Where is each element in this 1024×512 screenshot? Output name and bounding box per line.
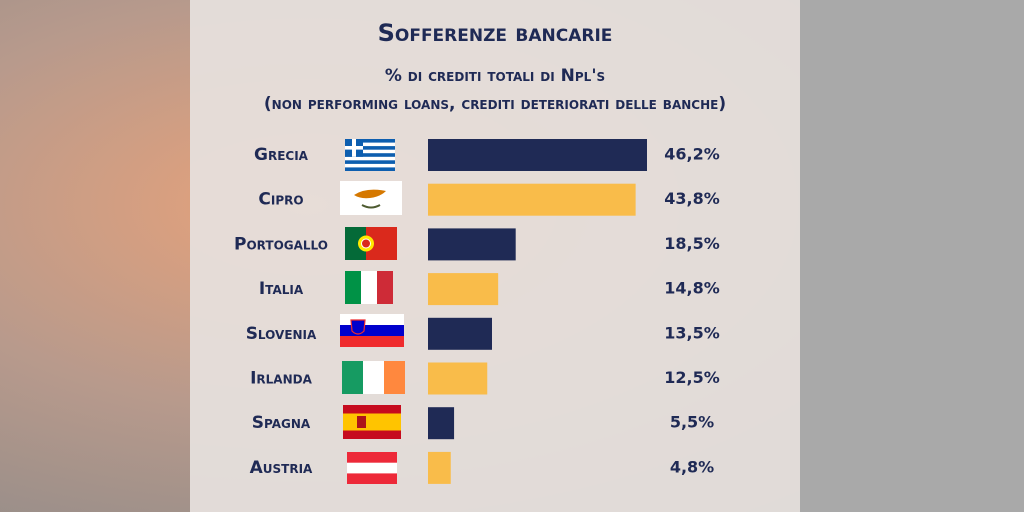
category-label: Cipro — [258, 190, 303, 210]
background-right — [800, 0, 1024, 512]
value-label: 12,5% — [664, 368, 720, 387]
flag-slovenia — [340, 314, 404, 347]
subtitle: (non performing loans, crediti deteriora… — [264, 94, 726, 114]
bar — [428, 183, 636, 216]
value-label: 13,5% — [664, 323, 720, 342]
category-label: Italia — [259, 279, 304, 299]
flag-portugal — [345, 227, 397, 260]
flag-cyprus — [340, 181, 402, 215]
flag-austria — [347, 452, 397, 484]
bar — [428, 273, 499, 306]
bar — [428, 362, 488, 395]
bar — [428, 317, 492, 350]
flag-ireland — [342, 361, 405, 394]
value-label: 14,8% — [664, 279, 720, 298]
category-label: Spagna — [252, 413, 311, 433]
bar — [428, 228, 516, 261]
flag-spain — [343, 405, 401, 439]
value-label: 46,2% — [664, 145, 720, 164]
category-label: Irlanda — [250, 369, 313, 389]
bar — [428, 451, 451, 484]
category-label: Portogallo — [234, 234, 328, 254]
subtitle: % di crediti totali di Npl's — [385, 66, 605, 86]
bar — [428, 139, 647, 171]
flag-greece — [345, 139, 395, 171]
value-label: 43,8% — [664, 189, 720, 208]
flag-italy — [345, 271, 393, 304]
category-label: Slovenia — [246, 324, 317, 344]
value-label: 4,8% — [670, 457, 714, 476]
title: Sofferenze bancarie — [378, 19, 613, 47]
value-label: 18,5% — [664, 234, 720, 253]
value-label: 5,5% — [670, 413, 714, 432]
category-label: Grecia — [254, 145, 309, 165]
bar — [428, 407, 455, 440]
category-label: Austria — [250, 458, 313, 478]
